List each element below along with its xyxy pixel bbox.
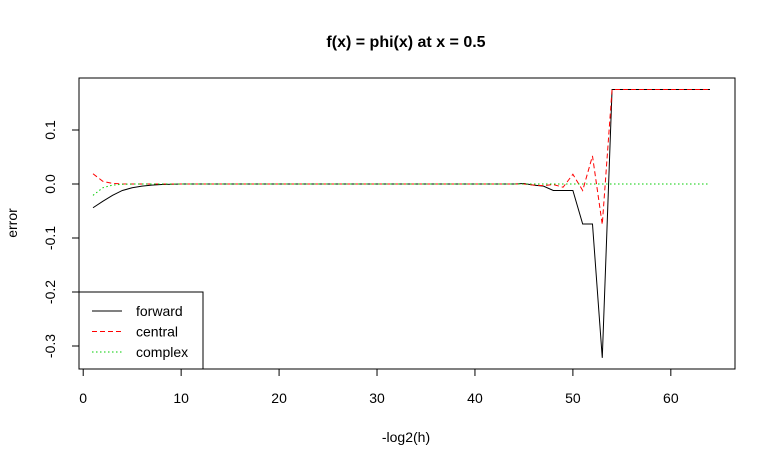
series-central-line xyxy=(92,89,710,225)
y-tick-label: -0.3 xyxy=(42,334,58,358)
legend-box xyxy=(78,291,204,370)
legend: forward central complex xyxy=(78,291,204,370)
x-tick-label: 20 xyxy=(271,390,287,406)
x-axis-label: -log2(h) xyxy=(382,429,430,445)
y-tick-label: 0.1 xyxy=(42,120,58,140)
x-tick-label: 40 xyxy=(467,390,483,406)
x-tick-label: 50 xyxy=(565,390,581,406)
legend-label-central: central xyxy=(136,324,178,340)
series-complex-line xyxy=(92,183,710,196)
x-tick-label: 30 xyxy=(369,390,385,406)
series-forward-line xyxy=(92,89,710,358)
y-tick-label: 0.0 xyxy=(42,174,58,194)
y-axis-label: error xyxy=(4,208,20,238)
legend-label-complex: complex xyxy=(136,344,188,360)
chart-title: f(x) = phi(x) at x = 0.5 xyxy=(326,34,485,51)
x-tick-label: 60 xyxy=(663,390,679,406)
legend-label-forward: forward xyxy=(136,303,183,319)
y-tick-label: -0.2 xyxy=(42,280,58,304)
x-tick-label: 10 xyxy=(173,390,189,406)
x-axis: 0 10 20 30 40 50 60 xyxy=(79,368,679,406)
x-tick-label: 0 xyxy=(79,390,87,406)
y-axis: -0.3 -0.2 -0.1 0.0 0.1 xyxy=(42,120,80,358)
series-layer xyxy=(92,89,710,358)
y-tick-label: -0.1 xyxy=(42,226,58,250)
